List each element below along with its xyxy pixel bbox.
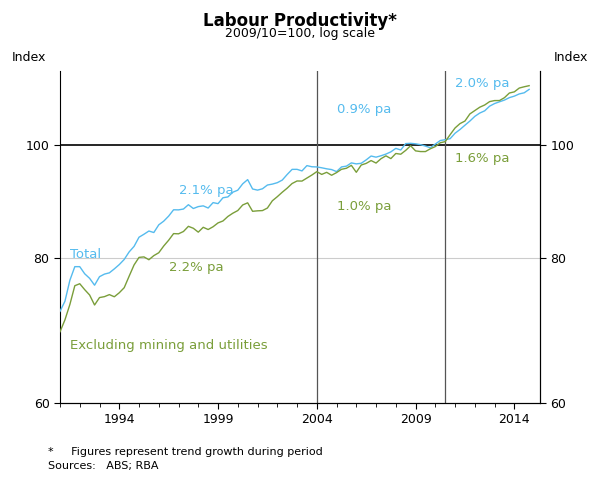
Text: Index: Index bbox=[554, 51, 588, 64]
Text: Index: Index bbox=[12, 51, 46, 64]
Text: 1.6% pa: 1.6% pa bbox=[455, 152, 509, 165]
Text: 1.0% pa: 1.0% pa bbox=[337, 201, 391, 213]
Text: *     Figures represent trend growth during period: * Figures represent trend growth during … bbox=[48, 447, 323, 456]
Text: 2.1% pa: 2.1% pa bbox=[179, 183, 233, 197]
Text: 2009/10=100, log scale: 2009/10=100, log scale bbox=[225, 27, 375, 40]
Text: 2.2% pa: 2.2% pa bbox=[169, 261, 223, 274]
Text: Sources:   ABS; RBA: Sources: ABS; RBA bbox=[48, 461, 158, 471]
Text: Total: Total bbox=[70, 248, 101, 261]
Text: 0.9% pa: 0.9% pa bbox=[337, 102, 391, 116]
Text: Excluding mining and utilities: Excluding mining and utilities bbox=[70, 339, 268, 352]
Text: Labour Productivity*: Labour Productivity* bbox=[203, 12, 397, 30]
Text: 2.0% pa: 2.0% pa bbox=[455, 78, 509, 90]
